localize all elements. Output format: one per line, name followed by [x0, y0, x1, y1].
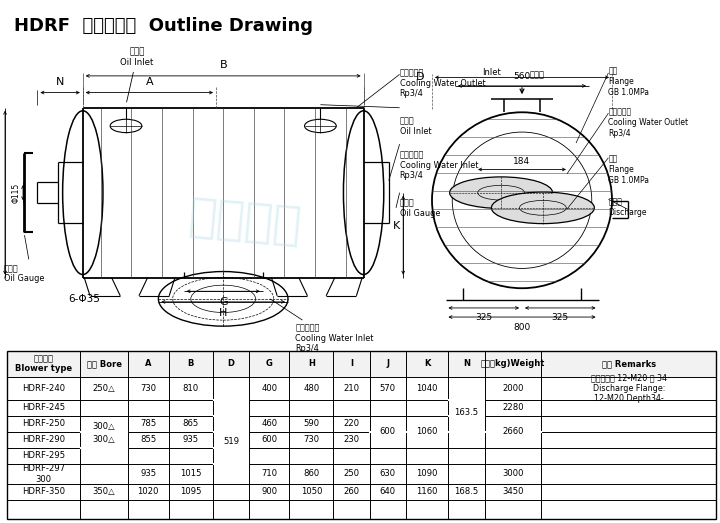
Text: HDRF-245: HDRF-245: [22, 403, 66, 412]
Text: 1020: 1020: [138, 487, 159, 496]
Ellipse shape: [449, 177, 552, 209]
Text: 860: 860: [303, 469, 320, 479]
Text: HDRF-290: HDRF-290: [22, 435, 66, 444]
Text: 480: 480: [303, 383, 320, 393]
Text: 3450: 3450: [503, 487, 524, 496]
Text: 法兰
Flange
GB 1.0MPa: 法兰 Flange GB 1.0MPa: [608, 67, 649, 97]
Text: 油位表
Oil Gauge: 油位表 Oil Gauge: [4, 264, 44, 283]
Text: N: N: [463, 359, 470, 368]
Text: 460: 460: [261, 419, 277, 428]
Text: HDRF-297
300: HDRF-297 300: [22, 464, 66, 484]
Text: 600: 600: [261, 435, 277, 444]
Text: H: H: [219, 308, 228, 318]
Text: 1040: 1040: [416, 383, 438, 393]
Text: 350△: 350△: [93, 487, 115, 496]
Text: 注油口
Oil Inlet: 注油口 Oil Inlet: [120, 48, 153, 102]
Text: 1050: 1050: [301, 487, 322, 496]
Text: 6-Φ35: 6-Φ35: [68, 294, 100, 304]
Text: B: B: [188, 359, 194, 368]
Text: HDRF-250: HDRF-250: [22, 419, 66, 428]
Text: 备注 Remarks: 备注 Remarks: [602, 359, 656, 368]
Text: 560: 560: [513, 72, 531, 82]
Text: Inlet: Inlet: [482, 69, 500, 77]
Text: 1090: 1090: [416, 469, 438, 479]
Text: D: D: [416, 72, 425, 83]
Text: 冷却水进口
Cooling Water Inlet
Rp3/4: 冷却水进口 Cooling Water Inlet Rp3/4: [295, 323, 374, 353]
Text: J: J: [387, 359, 390, 368]
Text: I: I: [350, 359, 353, 368]
Text: 800: 800: [513, 323, 531, 332]
Text: K: K: [424, 359, 431, 368]
Text: D: D: [228, 359, 235, 368]
Text: 注油口
Oil Inlet: 注油口 Oil Inlet: [400, 117, 431, 136]
Text: A: A: [145, 359, 151, 368]
Text: 吸入口: 吸入口: [529, 70, 544, 79]
Text: 2280: 2280: [503, 403, 524, 412]
Text: 570: 570: [379, 383, 396, 393]
Text: 810: 810: [183, 383, 199, 393]
Text: 1060: 1060: [416, 427, 438, 436]
Text: 主机型号
Blower type: 主机型号 Blower type: [15, 354, 73, 373]
Text: 710: 710: [261, 469, 277, 479]
Text: 519: 519: [223, 437, 239, 446]
Text: 590: 590: [303, 419, 320, 428]
Text: 600: 600: [379, 427, 396, 436]
Text: 口径 Bore: 口径 Bore: [86, 359, 122, 368]
Text: 油位表
Oil Gauge: 油位表 Oil Gauge: [400, 199, 440, 218]
Text: 太仓风机: 太仓风机: [186, 196, 303, 251]
Text: HDRF  主机外形图  Outline Drawing: HDRF 主机外形图 Outline Drawing: [14, 17, 313, 35]
Text: 163.5: 163.5: [454, 407, 479, 417]
Text: 855: 855: [140, 435, 156, 444]
Text: 1015: 1015: [180, 469, 202, 479]
Text: 排出口
Discharge: 排出口 Discharge: [608, 197, 647, 217]
Text: 865: 865: [183, 419, 199, 428]
Text: 730: 730: [303, 435, 320, 444]
Text: 935: 935: [140, 469, 156, 479]
Text: 3000: 3000: [503, 469, 524, 479]
Text: 640: 640: [379, 487, 396, 496]
Ellipse shape: [491, 192, 595, 224]
Text: 260: 260: [343, 487, 359, 496]
Text: 785: 785: [140, 419, 156, 428]
Text: 935: 935: [183, 435, 199, 444]
Text: HDRF-240: HDRF-240: [22, 383, 66, 393]
Text: H: H: [308, 359, 315, 368]
Text: 2000: 2000: [503, 383, 524, 393]
Text: 168.5: 168.5: [454, 487, 479, 496]
Text: 630: 630: [379, 469, 396, 479]
Text: HDRF-295: HDRF-295: [22, 451, 66, 460]
Text: 冷却水出口
Cooling Water Outlet
Rp3/4: 冷却水出口 Cooling Water Outlet Rp3/4: [400, 69, 485, 98]
Text: 重量（kg)Weight: 重量（kg)Weight: [481, 359, 545, 368]
Text: 300△: 300△: [93, 435, 115, 444]
Text: 冷却水进口
Cooling Water Inlet
Rp3/4: 冷却水进口 Cooling Water Inlet Rp3/4: [400, 150, 478, 180]
Text: 184: 184: [513, 157, 531, 166]
Text: 1160: 1160: [416, 487, 438, 496]
Text: 300△: 300△: [93, 422, 115, 431]
Text: 325: 325: [475, 313, 492, 322]
Text: 冷却水出口
Cooling Water Outlet
Rp3/4: 冷却水出口 Cooling Water Outlet Rp3/4: [608, 108, 688, 138]
Text: G: G: [219, 297, 228, 308]
Text: 1095: 1095: [180, 487, 202, 496]
Text: 230: 230: [343, 435, 359, 444]
Text: N: N: [56, 76, 64, 86]
Text: 325: 325: [552, 313, 569, 322]
Text: 2660: 2660: [503, 427, 524, 436]
Text: 排出口法兰 12-M20 深 34
Discharge Flange:
12-M20 Depth34-: 排出口法兰 12-M20 深 34 Discharge Flange: 12-M…: [591, 373, 667, 403]
Text: K: K: [392, 221, 400, 231]
Text: HDRF-350: HDRF-350: [22, 487, 66, 496]
Bar: [7, 350, 716, 377]
Text: 250: 250: [343, 469, 359, 479]
Text: G: G: [266, 359, 273, 368]
Text: Φ115: Φ115: [12, 183, 21, 203]
Text: 900: 900: [261, 487, 277, 496]
Text: 730: 730: [140, 383, 156, 393]
Text: 法兰
Flange
GB 1.0MPa: 法兰 Flange GB 1.0MPa: [608, 155, 649, 185]
Text: 220: 220: [343, 419, 359, 428]
Text: 250△: 250△: [93, 383, 115, 393]
Text: 210: 210: [343, 383, 359, 393]
Text: B: B: [220, 60, 227, 70]
Text: 400: 400: [261, 383, 277, 393]
Text: A: A: [145, 76, 153, 86]
